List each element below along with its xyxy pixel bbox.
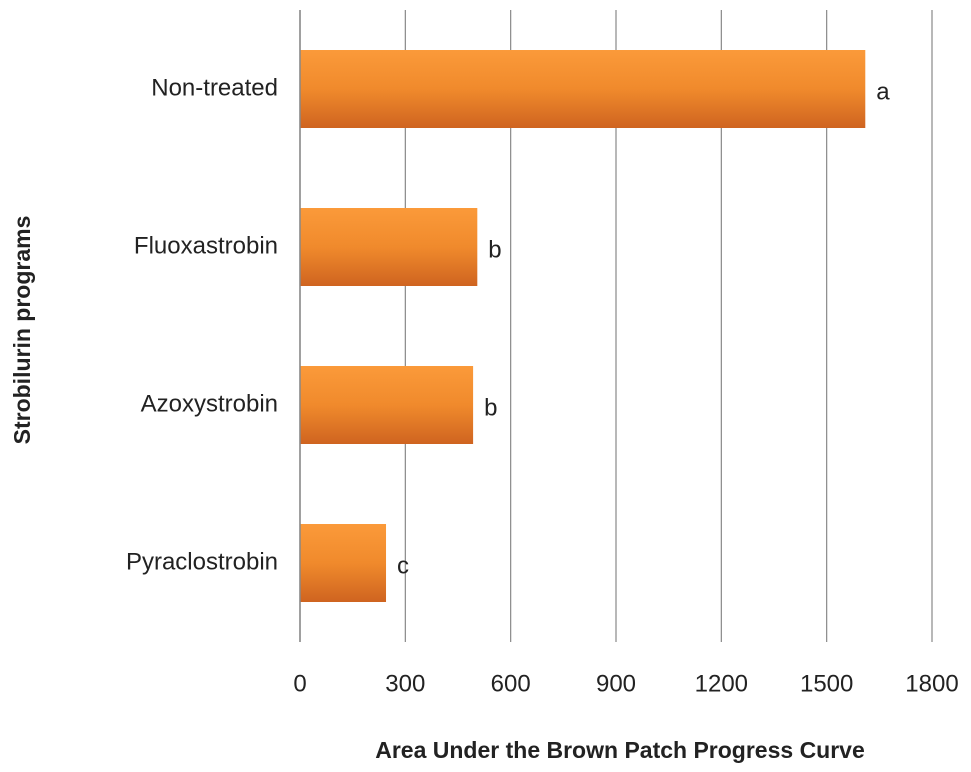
x-tick-label: 300 [385,670,425,697]
bar [300,524,387,602]
bar [300,208,478,286]
bar-annotation: b [484,394,497,421]
x-tick-label: 1800 [905,670,958,697]
y-tick-label: Azoxystrobin [141,390,278,417]
y-tick-label: Pyraclostrobin [126,548,278,575]
x-tick-label: 900 [596,670,636,697]
bar-annotation: b [488,236,501,263]
bar-annotation: a [876,78,890,105]
y-axis-label: Strobilurin programs [9,216,35,445]
y-tick-label: Non-treated [151,74,278,101]
bar [300,366,474,444]
bar [300,50,866,128]
x-tick-label: 600 [491,670,531,697]
x-tick-label: 1500 [800,670,853,697]
bar-annotation: c [397,552,409,579]
y-tick-label: Fluoxastrobin [134,232,278,259]
x-axis-label: Area Under the Brown Patch Progress Curv… [375,737,865,763]
x-tick-label: 1200 [695,670,748,697]
x-tick-label: 0 [293,670,306,697]
